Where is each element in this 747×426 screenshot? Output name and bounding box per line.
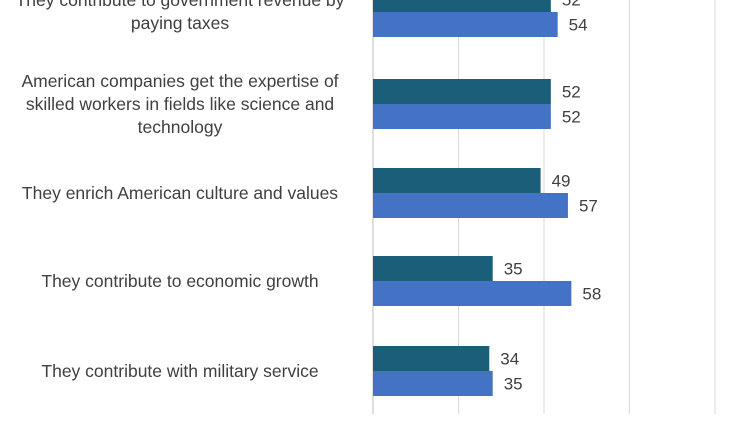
bar: [373, 168, 541, 193]
data-label: 35: [504, 260, 523, 279]
data-label: 49: [552, 172, 571, 191]
category-label: They enrich American culture and values: [21, 182, 339, 203]
data-label: 52: [562, 83, 581, 102]
data-label: 35: [504, 375, 523, 394]
bar: [373, 371, 493, 396]
data-label: 57: [579, 197, 598, 216]
data-label: 52: [562, 108, 581, 127]
data-label: 34: [500, 350, 519, 369]
data-label: 54: [569, 16, 588, 35]
bar: [373, 104, 551, 129]
bar: [373, 193, 568, 218]
bar: [373, 0, 551, 12]
bar: [373, 12, 558, 37]
bar: [373, 346, 490, 371]
category-label: American companies get the expertise of …: [21, 70, 339, 137]
data-label: 58: [582, 285, 601, 304]
category-label: They contribute to economic growth: [41, 270, 319, 291]
bar: [373, 256, 493, 281]
data-label: 52: [562, 0, 581, 10]
category-label: They contribute to government revenue by…: [15, 0, 345, 33]
bar: [373, 281, 572, 306]
bar: [373, 79, 551, 104]
category-label: They contribute with military service: [41, 360, 319, 381]
